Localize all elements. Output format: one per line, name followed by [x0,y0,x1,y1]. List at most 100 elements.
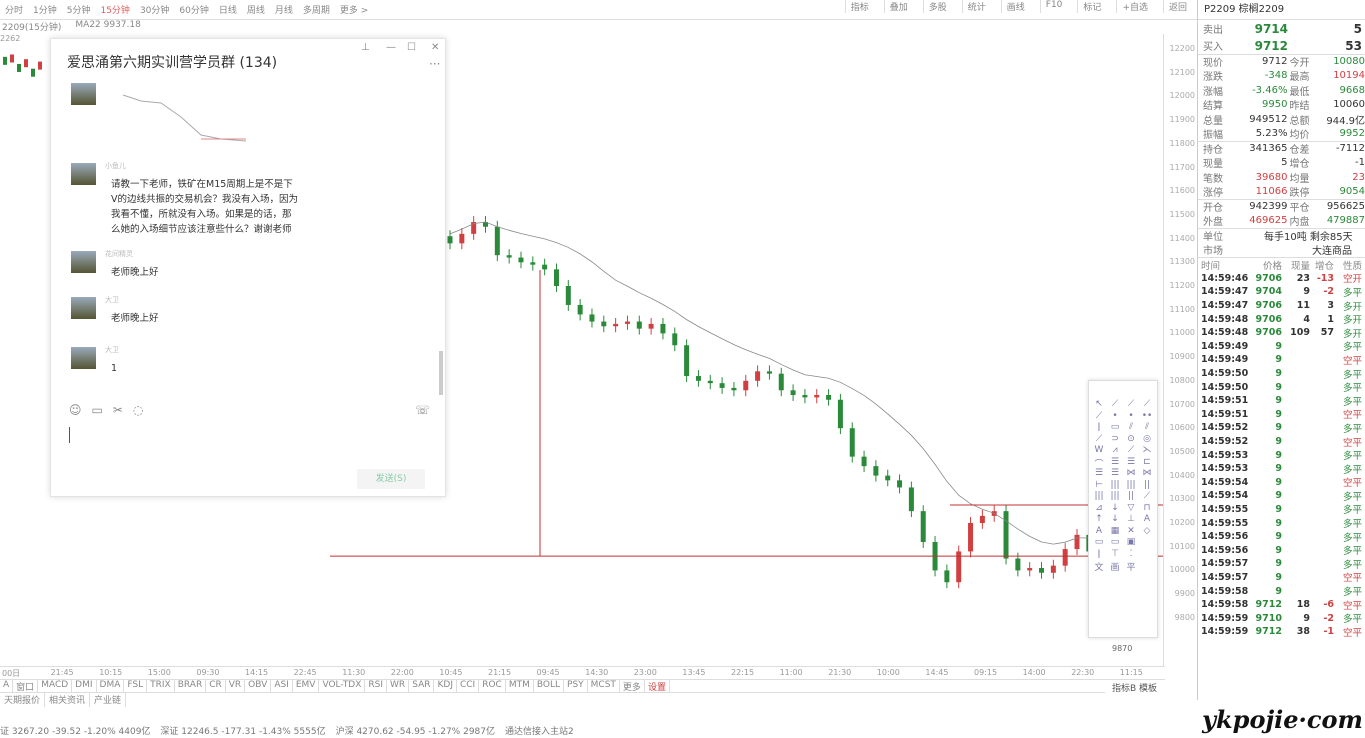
drawing-tool-icon[interactable]: ||| [1094,491,1104,501]
drawing-tool-icon[interactable]: A [1095,525,1103,536]
drawing-tool-icon[interactable]: A [1143,514,1151,524]
period-tab[interactable]: 多周期 [302,6,330,16]
drawing-tool-icon[interactable]: ↑ [1095,514,1103,524]
scissors-icon[interactable]: ✂ [112,403,123,417]
drawing-tool-icon[interactable]: ⟋ [1095,433,1103,444]
indicator-tab[interactable]: MCST [588,680,620,692]
folder-icon[interactable]: ▭ [91,403,103,417]
drawing-tools-palette[interactable]: ↖ ⟋ ⟋ ⟋ ⟋ • • •• ǀ ▭ ⫽ ⫽ ⟋ ⊃ ⊙ ◎ W ⩘ ⟋ ⋋ ⌒ ☰ ☰ ⊏ ☰ ☰ ⋈ ⋈ ⊢ ||| ||| || ||… [1088,380,1158,638]
drawing-tool-icon[interactable]: • [1128,410,1134,421]
tool-button[interactable]: +自选 [1116,0,1153,13]
indicator-tab[interactable]: MTM [506,680,534,692]
drawing-tool-icon[interactable]: ||| [1110,479,1120,490]
drawing-tool-icon[interactable]: ⟋ [1127,399,1135,409]
drawing-tool-icon[interactable]: ↓ [1111,502,1119,513]
drawing-tool-icon[interactable]: ⫽ [1128,422,1133,432]
tool-button[interactable]: 叠加 [883,0,913,13]
drawing-tool-icon[interactable]: ǀ [1097,422,1101,432]
drawing-tool-icon[interactable]: ⊿ [1095,502,1103,513]
drawing-tool-icon[interactable]: ☰ [1094,468,1104,478]
drawing-tool-icon[interactable]: ⟋ [1127,445,1135,455]
drawing-tool-icon[interactable]: ⊃ [1111,433,1119,444]
period-tab[interactable]: 5分钟 [66,6,91,16]
indicator-tab[interactable]: KDJ [434,680,457,692]
message-input[interactable] [69,427,70,443]
drawing-tool-icon[interactable]: ⟋ [1143,491,1151,501]
drawing-tool-icon[interactable]: || [1127,491,1135,501]
chart-image[interactable] [121,87,251,147]
drawing-tool-icon[interactable]: ✕ [1127,525,1135,536]
drawing-tool-icon[interactable]: ⩘ [1112,445,1118,455]
indicator-tab[interactable]: EMV [293,680,320,692]
drawing-tool-icon[interactable]: ◇ [1143,525,1151,536]
avatar[interactable] [71,251,96,273]
bottom-tab[interactable]: 相关资讯 [45,693,91,707]
drawing-tool-icon[interactable]: ⟋ [1095,410,1103,421]
indicator-tab[interactable]: FSL [124,680,148,692]
drawing-tool-icon[interactable]: W [1094,445,1104,455]
drawing-tool-icon[interactable]: ☰ [1110,468,1120,478]
drawing-tool-icon[interactable]: ▭ [1110,422,1120,432]
drawing-tool-icon[interactable]: ↖ [1095,399,1103,409]
indicator-tab[interactable]: 更多 [620,680,645,693]
drawing-tool-icon[interactable]: ⊥ [1127,514,1135,524]
chat-window[interactable]: 爱思涌第六期实训营学员群 (134) ⊥ — ☐ ✕ ··· 小鱼儿 请教一下老师… [50,38,446,497]
indicator-tab[interactable]: TRIX [147,680,175,692]
period-tab[interactable]: 15分钟 [100,6,130,16]
avatar[interactable] [71,163,96,185]
drawing-tool-icon[interactable]: 文 [1094,563,1104,572]
indicator-tab[interactable]: CR [206,680,226,692]
phone-icon[interactable]: ☏ [415,403,431,417]
emoji-icon[interactable]: ☺ [69,403,82,417]
pin-icon[interactable]: ⊥ [361,42,370,53]
indicator-tab[interactable]: 窗口 [13,680,39,693]
indicator-tab[interactable]: DMA [97,680,125,692]
indicator-tab[interactable]: BOLL [534,680,565,692]
period-tab[interactable]: 1分钟 [33,6,57,16]
period-tab[interactable]: 60分钟 [179,6,209,16]
drawing-tool-icon[interactable]: • [1112,410,1118,421]
indicator-tab[interactable]: ASI [271,680,293,692]
period-tab[interactable]: 月线 [274,6,293,16]
maximize-button[interactable]: ☐ [407,42,416,53]
bottom-tab[interactable]: 产业链 [90,693,127,707]
drawing-tool-icon[interactable]: ⋋ [1142,445,1152,455]
drawing-tool-icon[interactable]: ▽ [1127,502,1135,513]
tool-button[interactable]: 多股 [922,0,952,13]
indicator-tab[interactable]: MACD [38,680,73,692]
drawing-tool-icon[interactable]: ⊏ [1143,456,1151,467]
indicator-tab[interactable]: RSI [365,680,388,692]
drawing-tool-icon[interactable]: 平 [1126,563,1136,572]
drawing-tool-icon[interactable] [1139,549,1155,561]
tool-button[interactable]: 标记 [1077,0,1106,13]
drawing-tool-icon[interactable]: ☰ [1110,456,1120,467]
drawing-tool-icon[interactable]: ⊙ [1127,433,1135,444]
period-tab[interactable]: 分时 [5,6,24,16]
drawing-tool-icon[interactable]: ⟋ [1143,399,1151,409]
period-tab[interactable]: 更多 > [339,6,369,16]
drawing-tool-icon[interactable]: ⫽ [1144,422,1149,432]
indicator-template[interactable]: 指标B 模板 [1112,684,1158,694]
indicator-tab[interactable]: OBV [245,680,272,692]
indicator-tab[interactable]: CCI [457,680,480,692]
indicator-tab[interactable]: WR [387,680,410,692]
drawing-tool-icon[interactable]: ⊤ [1111,548,1119,559]
indicator-tab[interactable]: DMI [72,680,97,692]
indicator-tab[interactable]: 设置 [645,680,670,693]
drawing-tool-icon[interactable] [1139,537,1155,549]
drawing-tool-icon[interactable]: ⊓ [1143,502,1151,513]
drawing-tool-icon[interactable]: ▭ [1094,537,1104,547]
more-icon[interactable]: ··· [429,57,441,71]
indicator-tab[interactable]: PSY [564,680,588,692]
drawing-tool-icon[interactable]: ⟋ [1111,399,1119,409]
period-tab[interactable]: 日线 [218,6,237,16]
indicator-tab[interactable]: ROC [479,680,506,692]
tool-button[interactable]: 返回 [1162,0,1192,13]
indicator-tab[interactable]: BRAR [175,680,207,692]
indicator-tab[interactable]: A [0,680,14,692]
drawing-tool-icon[interactable]: ⋈ [1142,468,1152,478]
close-button[interactable]: ✕ [431,42,440,53]
drawing-tool-icon[interactable]: ⌒ [1094,459,1104,469]
bottom-tab[interactable]: 天期报价 [0,693,46,707]
tool-button[interactable]: 统计 [961,0,991,13]
